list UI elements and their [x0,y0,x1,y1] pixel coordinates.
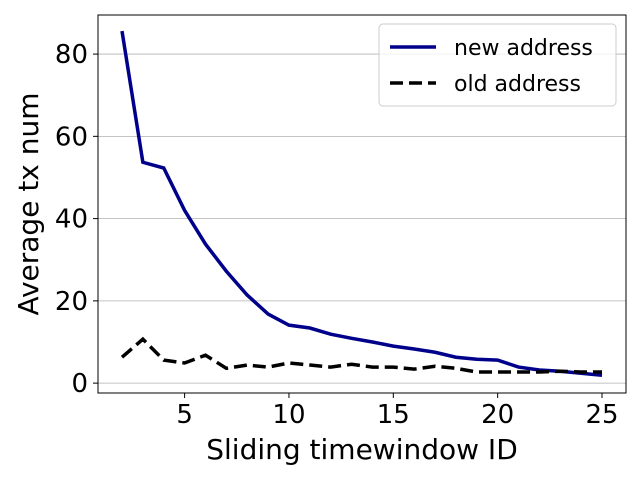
y-tick-label: 60 [55,122,88,152]
legend-box [378,23,617,107]
plot-frame [97,14,627,394]
data-line [120,30,603,378]
data-line [120,336,602,374]
x-axis-label: Sliding timewindow ID [206,433,518,466]
y-tick-label: 80 [55,40,88,70]
x-tick-label: 5 [176,400,193,430]
legend: new address old address [378,23,617,107]
x-tick-label: 20 [481,400,514,430]
y-tick-label: 0 [71,369,88,399]
y-tick-label: 20 [55,287,88,317]
y-tick-label: 40 [55,205,88,235]
x-tick-label: 15 [377,400,410,430]
legend-label: new address [454,36,593,61]
x-tick-label: 10 [272,400,305,430]
x-tick-label: 25 [585,400,618,430]
legend-label: old address [454,72,581,97]
y-axis-label: Average tx num [12,92,45,315]
